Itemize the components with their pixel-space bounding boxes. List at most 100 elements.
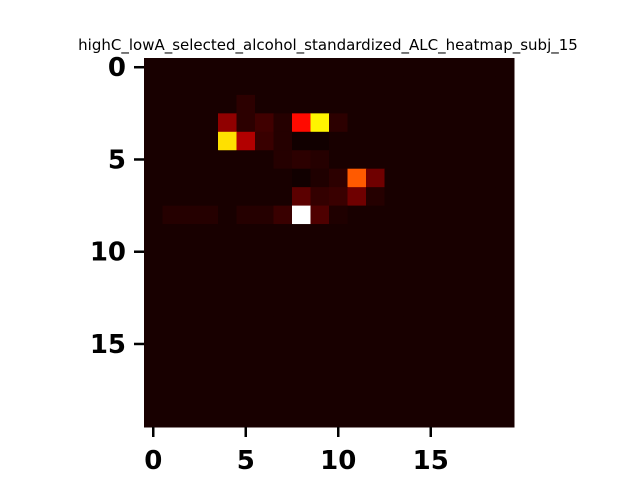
heatmap-cell [255, 187, 274, 207]
heatmap-cell [440, 334, 459, 354]
heatmap-cell [440, 279, 459, 299]
heatmap-cell [162, 76, 182, 96]
heatmap-cell [199, 205, 219, 225]
heatmap-cell [181, 260, 200, 280]
heatmap-cell [199, 168, 219, 188]
heatmap-cell [144, 408, 163, 428]
heatmap-cell [273, 353, 293, 373]
heatmap-cell [366, 113, 385, 133]
heatmap-cell [162, 334, 182, 354]
heatmap-cell [347, 94, 367, 114]
heatmap-cell [495, 187, 515, 207]
heatmap-cell [144, 76, 163, 96]
heatmap-cell [292, 371, 311, 391]
heatmap-cell [458, 131, 478, 151]
heatmap-cell [366, 297, 385, 317]
heatmap-cell [181, 150, 200, 170]
heatmap-cell [218, 242, 237, 262]
heatmap-cell [199, 94, 219, 114]
x-tick-label: 15 [413, 446, 449, 476]
heatmap-cell [218, 316, 237, 336]
heatmap-cell [329, 279, 348, 299]
heatmap-cell [292, 279, 311, 299]
heatmap-cell [310, 297, 330, 317]
heatmap-cell [458, 205, 478, 225]
heatmap-cell [347, 353, 367, 373]
heatmap-cell [384, 390, 404, 410]
heatmap-cell [144, 242, 163, 262]
heatmap-cell [329, 353, 348, 373]
heatmap-cell [199, 390, 219, 410]
heatmap-cell [421, 187, 441, 207]
heatmap-cell [347, 58, 367, 77]
heatmap-cell [384, 76, 404, 96]
heatmap-cell [477, 279, 496, 299]
heatmap-cell [347, 334, 367, 354]
heatmap-cell [477, 297, 496, 317]
heatmap-cell [199, 279, 219, 299]
heatmap-cell [495, 113, 515, 133]
heatmap-cell [403, 242, 422, 262]
heatmap-cell [181, 408, 200, 428]
heatmap-cell [144, 94, 163, 114]
heatmap-cell [477, 131, 496, 151]
y-tick-label: 15 [90, 330, 126, 360]
heatmap-cell [218, 187, 237, 207]
heatmap-cell [144, 113, 163, 133]
heatmap-cell [310, 242, 330, 262]
heatmap-cell [218, 113, 237, 133]
heatmap-cell [384, 94, 404, 114]
heatmap-cell [236, 242, 256, 262]
heatmap-cell [199, 113, 219, 133]
heatmap-cell [236, 113, 256, 133]
heatmap-cell [273, 224, 293, 243]
heatmap-cell [403, 408, 422, 428]
heatmap-cell [144, 371, 163, 391]
heatmap-cell [440, 150, 459, 170]
heatmap-cell [384, 131, 404, 151]
heatmap-cell [440, 390, 459, 410]
heatmap-cell [292, 205, 311, 225]
heatmap-cell [384, 316, 404, 336]
heatmap-cell [199, 371, 219, 391]
heatmap-cell [403, 76, 422, 96]
heatmap-cell [495, 242, 515, 262]
heatmap-cell [310, 408, 330, 428]
heatmap-cell [162, 113, 182, 133]
heatmap-cell [273, 168, 293, 188]
heatmap-cell [458, 297, 478, 317]
heatmap-cell [218, 353, 237, 373]
heatmap-cell [218, 94, 237, 114]
heatmap-cell [477, 334, 496, 354]
heatmap-cell [255, 113, 274, 133]
heatmap-cell [255, 131, 274, 151]
heatmap-cell [477, 168, 496, 188]
heatmap-cell [458, 408, 478, 428]
heatmap-cell [255, 76, 274, 96]
heatmap-cell [421, 297, 441, 317]
heatmap-cell [255, 242, 274, 262]
heatmap-cell [310, 334, 330, 354]
heatmap-cell [273, 58, 293, 77]
heatmap-cell [144, 316, 163, 336]
heatmap-cell [329, 390, 348, 410]
heatmap-cell [162, 205, 182, 225]
heatmap-cell [255, 371, 274, 391]
heatmap-cell [144, 353, 163, 373]
heatmap-cell [181, 297, 200, 317]
heatmap-cell [421, 76, 441, 96]
heatmap-cell [495, 260, 515, 280]
x-tick-label: 10 [320, 446, 356, 476]
heatmap-cell [181, 242, 200, 262]
heatmap-cell [255, 150, 274, 170]
heatmap-cell [366, 150, 385, 170]
heatmap-cell [329, 94, 348, 114]
heatmap-cell [292, 408, 311, 428]
heatmap-cell [236, 224, 256, 243]
y-tick-label: 0 [108, 53, 126, 83]
heatmap-cell [236, 94, 256, 114]
x-tick-label: 5 [237, 446, 255, 476]
heatmap-cell [458, 279, 478, 299]
heatmap-cell [236, 390, 256, 410]
heatmap-cell [255, 260, 274, 280]
